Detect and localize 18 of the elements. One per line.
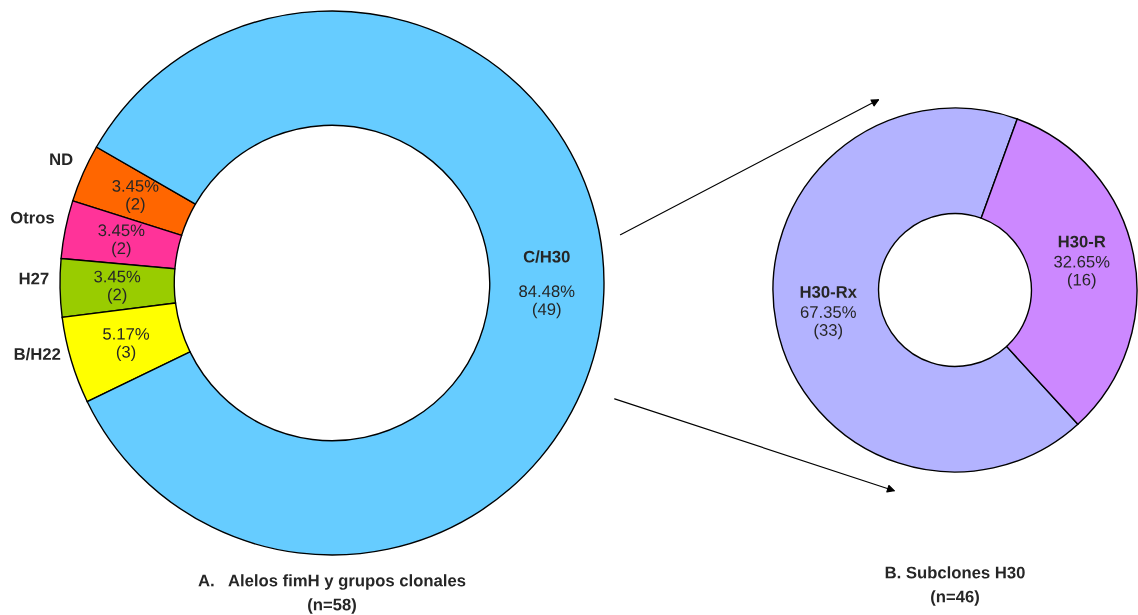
slice-label: H30-R: [1058, 235, 1106, 248]
text: B. Subclones H30: [885, 566, 1025, 579]
slice-label: Otros: [10, 211, 54, 224]
text: (n=58): [308, 598, 356, 614]
text: (n=46): [931, 590, 979, 606]
data-label: 84.48% (49): [519, 285, 575, 319]
data-label: 5.17% (3): [103, 328, 150, 361]
slice-label: H27: [19, 272, 49, 285]
data-label: 32.65% (16): [1054, 255, 1110, 289]
text: A. Alelos fimH y grupos clonales: [198, 574, 466, 590]
data-label: 3.45% (2): [112, 180, 159, 214]
data-label: 67.35% (33): [800, 306, 856, 340]
slice-label: B/H22: [14, 347, 61, 361]
slice-label: ND: [50, 153, 73, 166]
data-label: 3.45% (2): [94, 270, 141, 304]
slice-label: H30-Rx: [800, 286, 857, 298]
slice-label: C/H30: [523, 250, 570, 263]
data-label: 3.45% (2): [98, 224, 145, 258]
